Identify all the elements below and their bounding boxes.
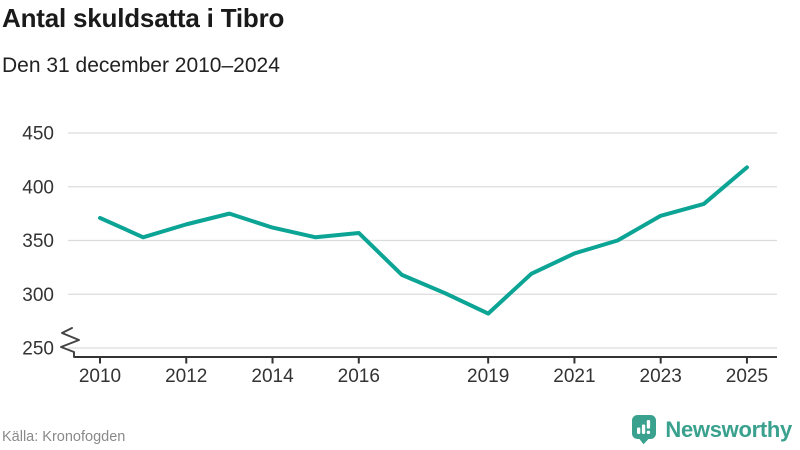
chart-title: Antal skuldsatta i Tibro [2, 3, 285, 33]
x-axis-tick-label: 2025 [726, 366, 768, 387]
x-axis-tick-label: 2016 [338, 366, 380, 387]
source-text: Källa: Kronofogden [2, 429, 126, 445]
y-axis-tick-label: 250 [22, 339, 54, 360]
x-axis-tick-label: 2012 [165, 366, 207, 387]
x-axis-tick-label: 2021 [553, 366, 595, 387]
axis-break-icon [60, 327, 80, 358]
x-axis-tick-label: 2014 [251, 366, 294, 387]
y-axis-tick-label: 450 [22, 124, 54, 145]
y-axis-tick-label: 350 [22, 231, 54, 252]
newsworthy-wordmark: Newsworthy [665, 416, 792, 442]
newsworthy-logo-icon [632, 415, 657, 445]
y-axis-tick-label: 300 [22, 285, 54, 306]
chart-subtitle: Den 31 december 2010–2024 [2, 54, 280, 77]
y-axis-tick-label: 400 [22, 177, 54, 198]
newsworthy-brand: Newsworthy [631, 414, 792, 445]
x-axis-tick-label: 2023 [640, 366, 682, 387]
x-axis-tick-label: 2010 [79, 366, 121, 387]
data-line [98, 165, 749, 316]
x-axis-tick-label: 2019 [467, 366, 509, 387]
